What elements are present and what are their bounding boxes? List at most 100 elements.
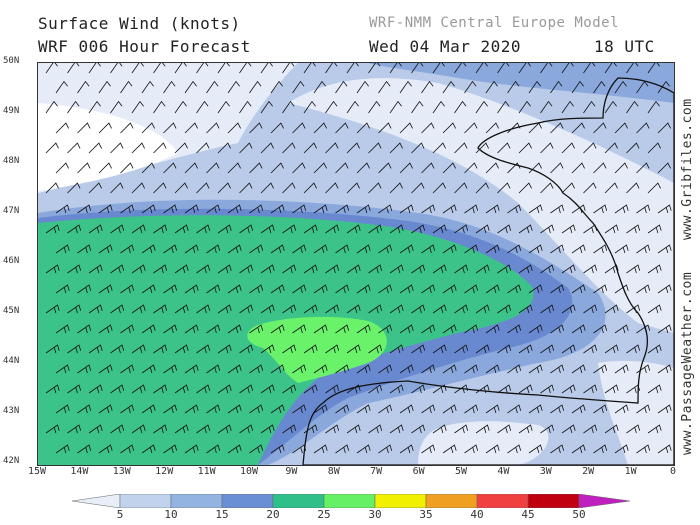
lon-label: 1W xyxy=(624,466,637,477)
wind-barb xyxy=(346,344,361,354)
wind-barb xyxy=(636,404,651,414)
wind-barb xyxy=(303,182,317,194)
wind-barb xyxy=(88,424,103,434)
wind-barb xyxy=(626,224,641,234)
wind-barb xyxy=(561,304,576,314)
wind-barb xyxy=(45,63,58,74)
lon-label: 0 xyxy=(669,466,677,477)
wind-barb xyxy=(432,182,446,194)
wind-barb xyxy=(325,304,340,314)
lon-label: 15W xyxy=(27,466,47,477)
wind-barb xyxy=(174,304,189,314)
wind-barb xyxy=(303,264,318,274)
wind-barb xyxy=(507,122,521,134)
wind-barb xyxy=(217,424,232,434)
wind-barb xyxy=(389,344,404,354)
wind-barbs xyxy=(45,63,672,454)
wind-barb xyxy=(163,204,178,214)
wind-barb xyxy=(77,324,92,334)
wind-barb xyxy=(421,204,436,214)
zone-calm-north xyxy=(38,103,178,191)
wind-barb xyxy=(346,100,359,114)
wind-barb xyxy=(292,244,307,254)
wind-barb xyxy=(626,142,640,154)
wind-barb xyxy=(88,224,103,234)
wind-barb xyxy=(485,204,500,214)
wind-barb xyxy=(411,304,426,314)
passageweather-url: www.PassageWeather.com xyxy=(680,271,695,455)
wind-barb xyxy=(120,444,135,454)
wind-barb xyxy=(432,384,447,394)
wind-barb xyxy=(184,244,199,254)
wind-barb xyxy=(313,162,327,174)
wind-barb xyxy=(120,80,133,94)
wind-barb xyxy=(67,344,82,354)
wind-barb xyxy=(442,122,456,134)
colorbar-label: 40 xyxy=(470,508,484,521)
wind-barb xyxy=(110,304,125,314)
wind-barb xyxy=(411,142,425,154)
wind-barb xyxy=(184,324,199,334)
wind-barb xyxy=(593,162,607,174)
wind-barb xyxy=(540,304,555,314)
wind-barb xyxy=(217,182,231,194)
wind-barb xyxy=(196,264,211,274)
wind-barb xyxy=(67,182,81,194)
wind-barb xyxy=(593,122,607,134)
wind-barb xyxy=(55,444,70,454)
wind-barb xyxy=(475,142,489,154)
wind-barb xyxy=(647,344,662,354)
wind-barb xyxy=(475,63,488,74)
wind-barb xyxy=(292,324,307,334)
wind-barb xyxy=(442,284,457,294)
wind-barb xyxy=(239,182,253,194)
wind-barb xyxy=(110,142,124,154)
wind-barb xyxy=(421,80,434,94)
wind-barb xyxy=(196,424,211,434)
wind-barb xyxy=(313,284,328,294)
wind-barb xyxy=(131,224,146,234)
wind-barb xyxy=(282,142,296,154)
wind-barb xyxy=(98,122,112,134)
colorbar-min-arrow xyxy=(72,494,121,508)
wind-barb xyxy=(432,100,445,114)
wind-barb xyxy=(636,204,651,214)
wind-barb xyxy=(282,182,296,194)
wind-barb xyxy=(485,444,500,454)
wind-barb xyxy=(184,284,199,294)
wind-barb xyxy=(442,364,457,374)
wind-barb xyxy=(454,100,467,114)
wind-barb xyxy=(485,324,500,334)
wind-barb xyxy=(196,344,211,354)
wind-barb xyxy=(260,384,275,394)
wind-barb xyxy=(249,404,264,414)
wind-barb xyxy=(260,182,274,194)
wind-barb xyxy=(55,122,69,134)
wind-barb xyxy=(55,284,70,294)
wind-barb xyxy=(497,424,512,434)
wind-barb xyxy=(217,384,232,394)
wind-barb xyxy=(528,364,543,374)
wind-barb xyxy=(389,100,402,114)
wind-barb xyxy=(98,324,113,334)
forecast-date: Wed 04 Mar 2020 xyxy=(369,37,521,56)
wind-barb xyxy=(270,324,285,334)
lon-label: 10W xyxy=(239,466,259,477)
wind-barb xyxy=(206,324,221,334)
wind-barb xyxy=(174,424,189,434)
wind-barb xyxy=(55,364,70,374)
wind-barb xyxy=(378,162,392,174)
wind-barb xyxy=(507,364,522,374)
wind-barb xyxy=(260,224,275,234)
coastline xyxy=(302,77,674,465)
wind-barb xyxy=(110,344,125,354)
wind-barb xyxy=(614,204,629,214)
wind-barb xyxy=(614,122,628,134)
wind-barb xyxy=(174,264,189,274)
wind-barb xyxy=(528,284,543,294)
wind-barb xyxy=(604,182,618,194)
wind-barb xyxy=(432,142,446,154)
wind-barb xyxy=(292,364,307,374)
wind-barb xyxy=(571,244,586,254)
